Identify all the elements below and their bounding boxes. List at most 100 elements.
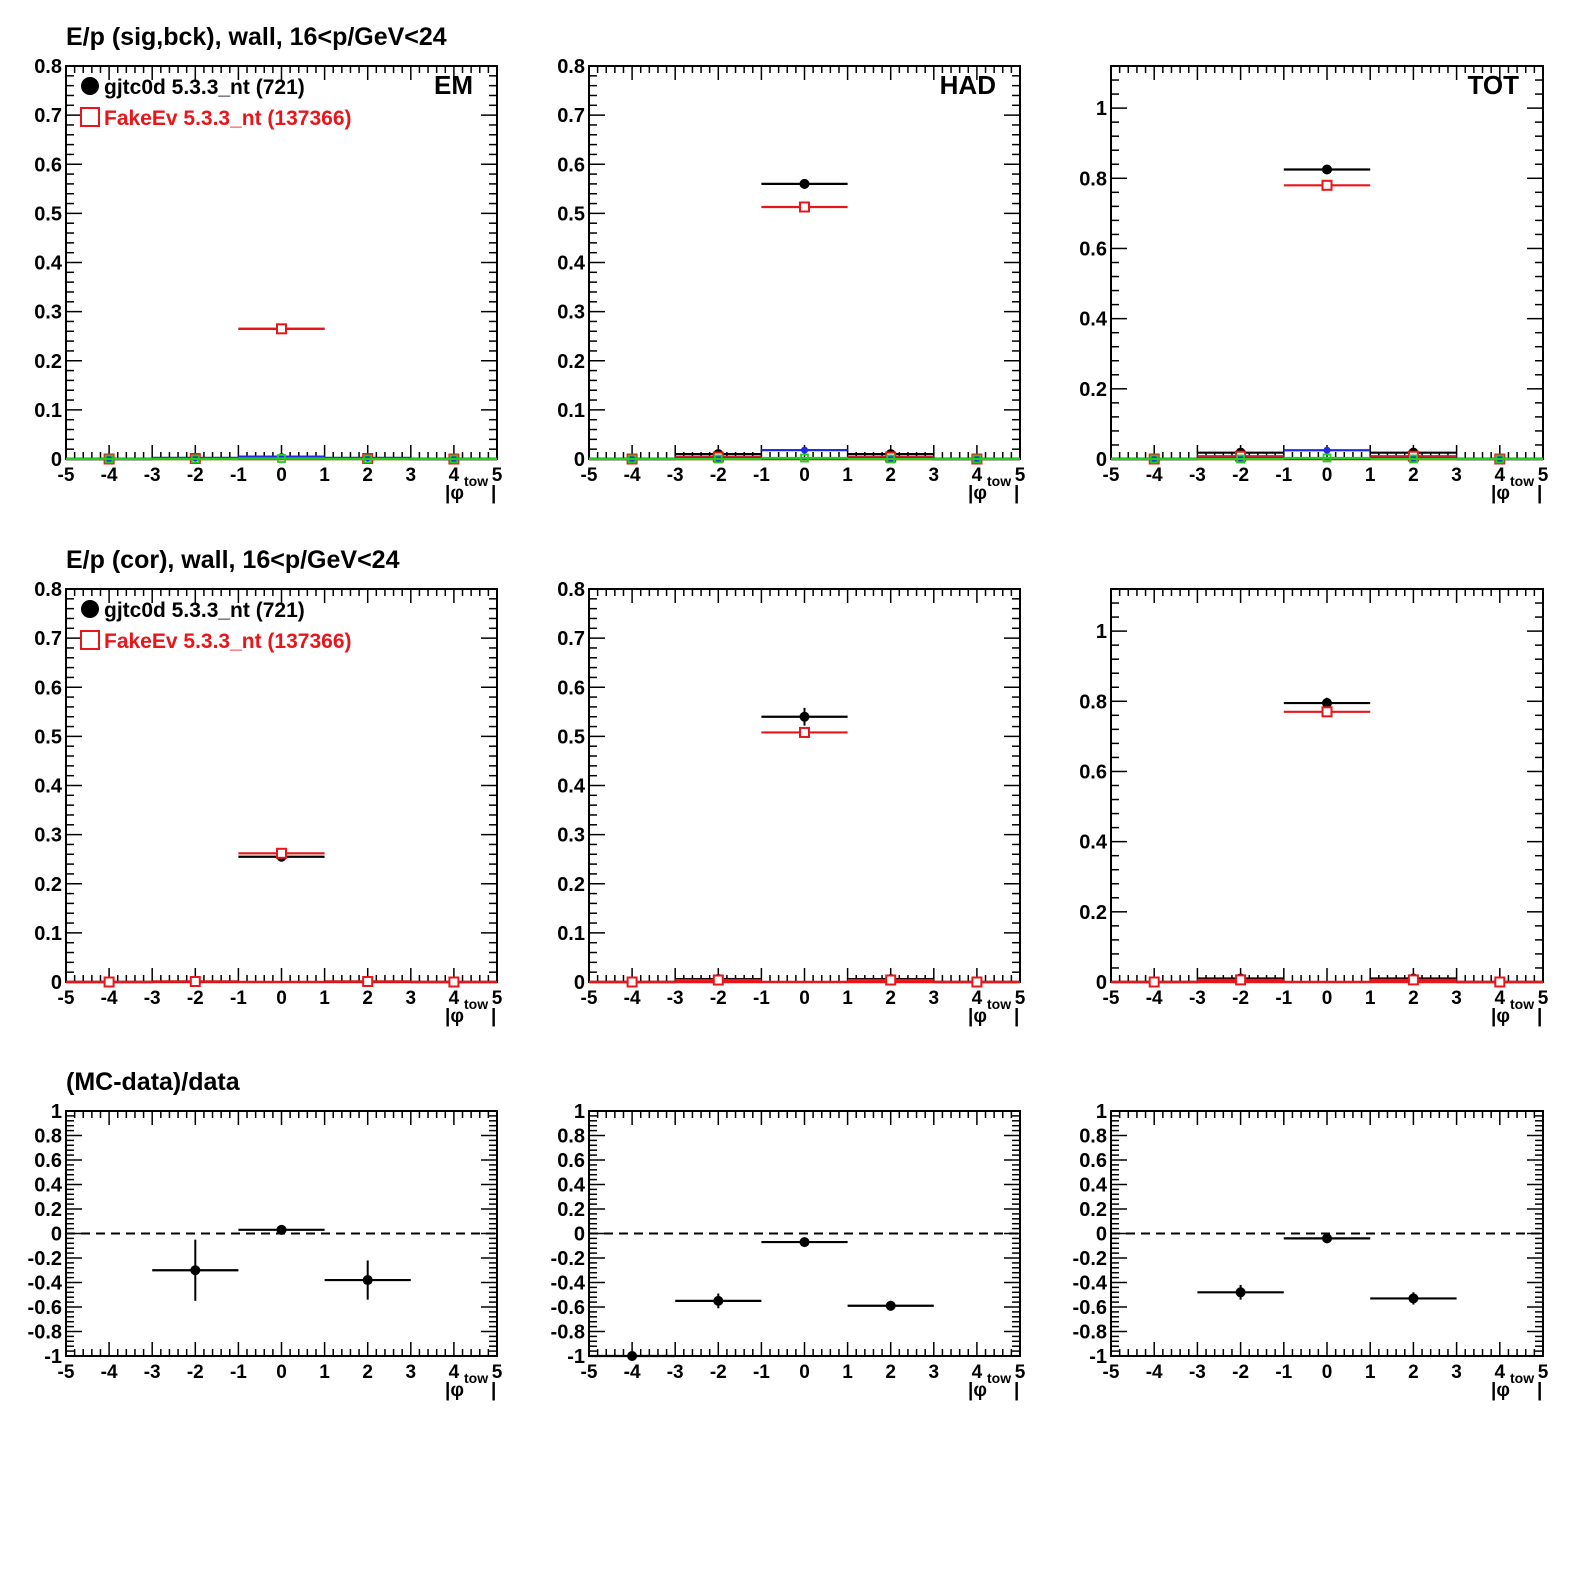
bck_mc-point — [886, 454, 896, 464]
mc-point — [103, 976, 115, 988]
x-tick-label: 1 — [1365, 465, 1376, 486]
y-tick-label: 0.6 — [34, 154, 62, 176]
bck_mc-point — [1149, 454, 1159, 464]
x-tick-label: 3 — [1451, 1362, 1462, 1383]
bck_data-point — [801, 446, 808, 454]
x-tick-label: 4 — [972, 465, 983, 486]
plot-frame — [1110, 65, 1544, 460]
y-tick-label: 1 — [51, 1101, 62, 1123]
x-axis-label-close: | — [491, 1006, 496, 1027]
x-axis-label: |φ — [1491, 1380, 1510, 1401]
x-tick-label: -1 — [753, 465, 770, 486]
y-tick-label: 0.6 — [1079, 238, 1107, 260]
x-tick-label: -3 — [144, 465, 161, 486]
y-tick-label: -0.2 — [28, 1248, 62, 1270]
data-point — [1235, 1287, 1246, 1298]
x-tick-label: 2 — [362, 1362, 373, 1383]
x-tick-label: 4 — [1495, 988, 1506, 1009]
x-axis-label: |φ — [968, 483, 987, 504]
x-tick-label: -5 — [581, 1362, 598, 1383]
x-tick-label: 5 — [492, 988, 503, 1009]
x-tick-label: -2 — [187, 1362, 204, 1383]
mc-point — [626, 976, 638, 988]
y-tick-label: -0.4 — [1073, 1273, 1108, 1295]
x-tick-label: 5 — [1015, 465, 1026, 486]
mc-point — [276, 323, 287, 335]
bck_mc-point — [800, 453, 809, 463]
y-tick-label: 0.3 — [557, 302, 585, 324]
x-tick-label: -2 — [1232, 1362, 1249, 1383]
y-tick-label: 0.2 — [34, 351, 62, 373]
x-axis-label: |φ — [1491, 483, 1510, 504]
y-tick-label: 0.2 — [557, 1199, 585, 1221]
mc-point — [799, 726, 810, 738]
y-tick-label: -0.8 — [28, 1322, 62, 1344]
x-tick-label: 1 — [319, 465, 330, 486]
plot-frame — [1110, 588, 1544, 983]
mc-point — [1494, 976, 1506, 988]
bck_mc-point — [1495, 454, 1505, 464]
x-tick-label: 5 — [1538, 988, 1549, 1009]
x-axis-label-subscript: tow — [987, 473, 1011, 489]
y-tick-label: 0.6 — [1079, 761, 1107, 783]
y-tick-label: 0 — [574, 1224, 585, 1246]
x-tick-label: 2 — [1408, 1362, 1419, 1383]
legend-marker-mc — [80, 630, 100, 650]
y-tick-label: 0.8 — [1079, 168, 1107, 190]
panel-label: EM — [434, 70, 473, 100]
x-tick-label: 3 — [929, 1362, 940, 1383]
bck_mc-point — [713, 454, 723, 464]
y-tick-label: 1 — [1096, 621, 1107, 643]
x-tick-label: 1 — [842, 465, 853, 486]
y-tick-label: 0.4 — [557, 776, 586, 798]
x-tick-label: 0 — [1322, 1362, 1333, 1383]
mc-point — [1321, 706, 1333, 718]
y-tick-label: 0.2 — [34, 1199, 62, 1221]
y-tick-label: 0.6 — [34, 1150, 62, 1172]
y-tick-label: 0.5 — [34, 203, 62, 225]
x-axis-label-close: | — [1014, 1380, 1019, 1401]
x-tick-label: 1 — [319, 988, 330, 1009]
x-tick-label: -2 — [187, 988, 204, 1009]
x-axis-label: |φ — [968, 1380, 987, 1401]
y-tick-label: 0.6 — [557, 154, 585, 176]
bck_data-point — [1323, 446, 1331, 454]
legend-label: gjtc0d 5.3.3_nt (721) — [104, 599, 305, 622]
x-tick-label: -1 — [1275, 988, 1292, 1009]
x-tick-label: -2 — [710, 988, 727, 1009]
y-tick-label: 0 — [1096, 972, 1107, 994]
y-tick-label: 0.2 — [34, 874, 62, 896]
y-tick-label: -0.2 — [551, 1248, 585, 1270]
x-tick-label: 2 — [885, 465, 896, 486]
mc-point — [1235, 974, 1247, 986]
y-tick-label: 0.7 — [557, 105, 585, 127]
mc-point — [362, 976, 374, 988]
y-tick-label: 0.6 — [557, 1150, 585, 1172]
x-tick-label: -3 — [1189, 465, 1206, 486]
x-axis-label-subscript: tow — [987, 1370, 1011, 1386]
data-point — [276, 1224, 287, 1235]
x-tick-label: 1 — [842, 1362, 853, 1383]
x-tick-label: 0 — [799, 988, 810, 1009]
bck_mc-point — [449, 454, 459, 464]
x-tick-label: 4 — [449, 988, 460, 1009]
y-tick-label: 0.5 — [557, 203, 585, 225]
x-tick-label: -3 — [1189, 988, 1206, 1009]
y-tick-label: -0.6 — [551, 1297, 585, 1319]
x-tick-label: -3 — [1189, 1362, 1206, 1383]
x-axis-label-close: | — [491, 483, 496, 504]
y-tick-label: 0 — [51, 972, 62, 994]
x-tick-label: 3 — [1451, 465, 1462, 486]
x-tick-label: 0 — [276, 988, 287, 1009]
x-tick-label: 5 — [1015, 1362, 1026, 1383]
y-tick-label: 1 — [574, 1101, 585, 1123]
data-point — [362, 1275, 373, 1286]
data-point — [1322, 1233, 1332, 1244]
y-tick-label: 0.7 — [557, 628, 585, 650]
x-tick-label: -4 — [1146, 988, 1163, 1009]
x-tick-label: -4 — [624, 988, 641, 1009]
panels: -5 -4 -3 -2 -1 0 1 2 3 4 5|φtow|00.10.20.30.40.50.… — [28, 56, 1549, 1401]
y-tick-label: 0 — [574, 449, 585, 471]
